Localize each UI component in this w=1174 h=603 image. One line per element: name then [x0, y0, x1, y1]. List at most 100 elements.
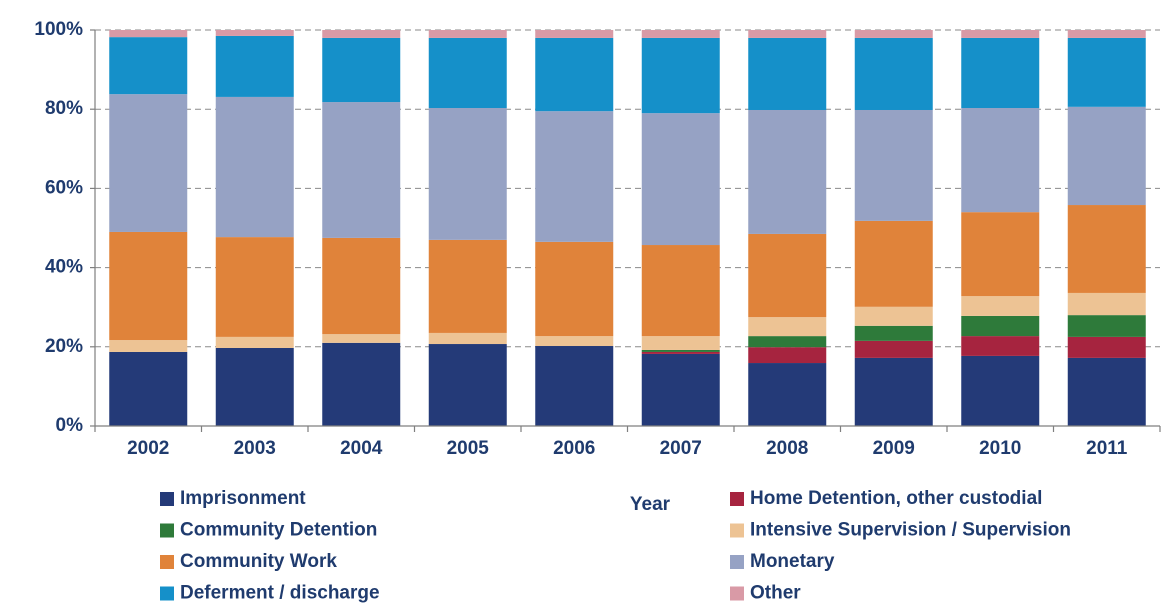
bar-segment	[322, 237, 401, 335]
bar-segment	[641, 349, 720, 352]
bar-segment	[641, 30, 720, 38]
bar-segment	[854, 357, 933, 426]
bar-segment	[322, 37, 401, 103]
bar-segment	[748, 37, 827, 110]
legend-swatch	[730, 555, 744, 569]
bar-segment	[961, 296, 1040, 316]
legend-swatch	[160, 555, 174, 569]
bar-segment	[961, 336, 1040, 356]
legend-label: Community Detention	[180, 520, 377, 541]
bar-segment	[854, 306, 933, 326]
y-tick-label: 80%	[45, 98, 83, 119]
bar-segment	[428, 30, 507, 38]
bar-segment	[1067, 357, 1146, 426]
bar-segment	[748, 336, 827, 348]
y-tick-label: 0%	[56, 415, 84, 436]
bar-segment	[109, 340, 188, 352]
bar-segment	[1067, 205, 1146, 293]
bar-segment	[109, 37, 188, 95]
x-tick-label: 2004	[340, 438, 383, 459]
bar-segment	[215, 96, 294, 238]
legend-swatch	[160, 586, 174, 601]
bar-segment	[1067, 292, 1146, 316]
bar-segment	[322, 30, 401, 38]
bar-segment	[961, 355, 1040, 426]
y-tick-label: 40%	[45, 257, 83, 278]
bar-segment	[641, 336, 720, 350]
bar-segment	[215, 347, 294, 426]
bar-segment	[428, 344, 507, 426]
legend-label: Monetary	[750, 551, 835, 572]
bar-segment	[215, 336, 294, 348]
legend-swatch	[730, 586, 744, 601]
x-tick-label: 2007	[660, 438, 702, 459]
bar-segment	[1067, 106, 1146, 206]
bar-segment	[748, 317, 827, 337]
bar-segment	[961, 315, 1040, 337]
bar-segment	[961, 212, 1040, 297]
legend-label: Other	[750, 583, 801, 603]
bar-segment	[854, 37, 933, 110]
x-tick-label: 2002	[127, 438, 169, 459]
bar-segment	[748, 363, 827, 426]
bar-segment	[1067, 315, 1146, 337]
bar-segment	[215, 237, 294, 337]
legend-label: Community Work	[180, 551, 337, 572]
x-axis-label: Year	[630, 494, 671, 515]
bar-segment	[1067, 336, 1146, 358]
legend-swatch	[160, 492, 174, 506]
bar-segment	[854, 340, 933, 358]
x-tick-label: 2010	[979, 438, 1021, 459]
bar-segment	[641, 353, 720, 426]
bar-segment	[535, 336, 614, 347]
x-tick-label: 2003	[234, 438, 276, 459]
bar-segment	[961, 37, 1040, 109]
bar-segment	[1067, 30, 1146, 38]
legend-label: Intensive Supervision / Supervision	[750, 520, 1071, 541]
bar-segment	[641, 113, 720, 246]
bar-segment	[215, 30, 294, 36]
x-tick-label: 2006	[553, 438, 595, 459]
y-tick-label: 20%	[45, 336, 83, 357]
x-tick-label: 2005	[447, 438, 490, 459]
bar-segment	[854, 220, 933, 307]
bar-segment	[1067, 37, 1146, 107]
bar-segment	[748, 109, 827, 234]
legend-swatch	[730, 523, 744, 538]
bar-segment	[961, 108, 1040, 213]
bar-segment	[109, 231, 188, 341]
bar-segment	[641, 245, 720, 337]
bar-segment	[854, 30, 933, 38]
legend-label: Imprisonment	[180, 488, 306, 509]
bar-segment	[535, 241, 614, 337]
legend-label: Home Detention, other custodial	[750, 488, 1042, 509]
y-tick-label: 100%	[34, 19, 83, 40]
bar-segment	[961, 30, 1040, 38]
bar-segment	[535, 111, 614, 242]
legend-label: Deferment / discharge	[180, 583, 380, 603]
bar-segment	[109, 30, 188, 38]
bar-segment	[535, 346, 614, 426]
legend-swatch	[730, 492, 744, 506]
bar-segment	[854, 325, 933, 341]
bar-segment	[109, 94, 188, 232]
bar-segment	[748, 30, 827, 38]
bar-segment	[322, 334, 401, 343]
bar-segment	[854, 109, 933, 221]
bar-segment	[748, 233, 827, 318]
bar-segment	[109, 351, 188, 426]
bar-segment	[641, 351, 720, 354]
x-tick-label: 2011	[1086, 438, 1128, 459]
bar-segment	[748, 347, 827, 364]
x-tick-label: 2008	[766, 438, 808, 459]
bar-segment	[535, 37, 614, 112]
bar-segment	[428, 239, 507, 333]
bar-segment	[322, 102, 401, 238]
legend-swatch	[160, 523, 174, 538]
bar-segment	[428, 37, 507, 109]
bar-segment	[535, 30, 614, 38]
bar-segment	[641, 37, 720, 114]
y-tick-label: 60%	[45, 177, 83, 198]
x-tick-label: 2009	[873, 438, 915, 459]
